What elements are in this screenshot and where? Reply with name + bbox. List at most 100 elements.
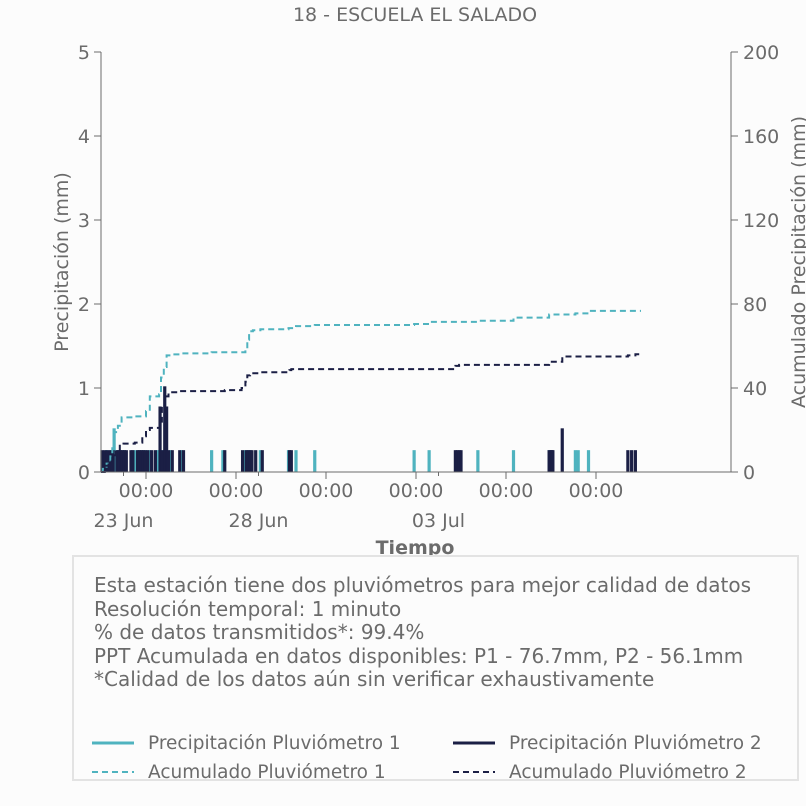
legend-label: Precipitación Pluviómetro 1 bbox=[148, 732, 401, 754]
precip-bar bbox=[287, 450, 292, 472]
legend-dashed-line-icon bbox=[453, 771, 495, 773]
precip-bar bbox=[455, 450, 459, 472]
precip-bar bbox=[139, 450, 143, 472]
x-tick-label: 00:00 bbox=[389, 480, 444, 502]
legend-label: Acumulado Pluviómetro 1 bbox=[148, 761, 386, 783]
precip-bar bbox=[246, 450, 250, 472]
y2-tick-label: 0 bbox=[743, 462, 755, 484]
y2-tick-label: 200 bbox=[743, 42, 779, 64]
x-minor-tick-label: 03 Jul bbox=[412, 510, 465, 532]
precip-bar bbox=[240, 450, 245, 472]
precip-bar bbox=[586, 450, 591, 472]
precip-bar bbox=[459, 450, 463, 472]
info-line: Resolución temporal: 1 minuto bbox=[94, 596, 402, 621]
precip-bar bbox=[100, 450, 104, 472]
legend-item: Precipitación Pluviómetro 2 bbox=[453, 732, 762, 754]
precip-bar bbox=[165, 406, 169, 472]
precip-bar bbox=[457, 450, 461, 472]
precip-bar bbox=[511, 450, 516, 472]
precip-bar bbox=[120, 450, 125, 472]
x-tick-label: 00:00 bbox=[119, 480, 174, 502]
y-tick-label: 1 bbox=[78, 378, 90, 400]
precip-bar bbox=[248, 450, 252, 472]
precip-bar bbox=[313, 450, 317, 472]
precip-bar bbox=[181, 450, 186, 472]
x-minor-tick-label: 23 Jun bbox=[94, 510, 154, 532]
precip-bar bbox=[289, 450, 293, 472]
precip-bar bbox=[166, 450, 171, 472]
precip-bar bbox=[146, 450, 150, 472]
y2-axis-label: Acumulado Precipitación (mm) bbox=[788, 116, 806, 408]
x-tick-label: 00:00 bbox=[209, 480, 264, 502]
precip-bar bbox=[153, 450, 157, 472]
precip-bar bbox=[412, 450, 416, 472]
y-tick-label: 4 bbox=[78, 126, 90, 148]
precip-bar bbox=[576, 450, 580, 472]
precip-bar bbox=[178, 450, 182, 472]
precip-bar bbox=[143, 450, 147, 472]
precip-bar bbox=[115, 450, 119, 472]
bars-group bbox=[100, 386, 637, 472]
legend: Precipitación Pluviómetro 1 Precipitació… bbox=[92, 729, 792, 789]
precip-bar bbox=[163, 386, 167, 472]
legend-item: Acumulado Pluviómetro 2 bbox=[453, 761, 747, 783]
y2-tick-label: 80 bbox=[743, 294, 767, 316]
precip-bar bbox=[150, 450, 154, 472]
precip-bar bbox=[254, 450, 258, 472]
info-line: PPT Acumulada en datos disponibles: P1 -… bbox=[94, 643, 744, 668]
precip-bar bbox=[223, 450, 227, 472]
precip-bar bbox=[427, 450, 431, 472]
y-axis-label: Precipitación (mm) bbox=[51, 172, 73, 352]
precip-bar bbox=[131, 450, 135, 472]
precip-bar bbox=[244, 450, 248, 472]
precip-bar bbox=[221, 450, 225, 472]
precip-bar bbox=[122, 450, 127, 472]
precip-bar bbox=[141, 450, 145, 472]
precip-bar bbox=[453, 450, 457, 472]
precip-bar bbox=[124, 450, 128, 472]
precip-bar bbox=[117, 450, 121, 472]
axes-group: 0 1 2 3 4 5 0 40 80 120 160 200 00:00 00:00 00:00 00:00… bbox=[78, 42, 779, 532]
precip-bar bbox=[129, 450, 133, 472]
precip-bar bbox=[573, 450, 577, 472]
x-tick-label: 00:00 bbox=[569, 480, 624, 502]
info-line: % de datos transmitidos*: 99.4% bbox=[94, 620, 425, 644]
precip-bar bbox=[148, 450, 152, 472]
precip-bar bbox=[258, 450, 262, 472]
legend-solid-line-icon bbox=[453, 741, 495, 745]
precip-bar bbox=[633, 450, 637, 472]
precip-bar bbox=[250, 450, 254, 472]
cumulative-line bbox=[101, 353, 641, 473]
chart-title: 18 - ESCUELA EL SALADO bbox=[293, 4, 537, 26]
cumulative-lines-group bbox=[101, 309, 641, 473]
legend-dashed-line-icon bbox=[92, 771, 134, 773]
precip-bar bbox=[180, 450, 184, 472]
precip-bar bbox=[105, 450, 110, 472]
legend-item: Precipitación Pluviómetro 1 bbox=[92, 732, 401, 754]
info-box: Esta estación tiene dos pluviómetros par… bbox=[72, 555, 799, 783]
precip-bar bbox=[294, 450, 298, 472]
y-tick-label: 0 bbox=[78, 462, 90, 484]
x-tick-label: 00:00 bbox=[479, 480, 534, 502]
precip-bar bbox=[210, 450, 214, 472]
info-text: Esta estación tiene dos pluviómetros par… bbox=[94, 573, 751, 692]
precip-bar bbox=[626, 450, 630, 472]
y-tick-label: 3 bbox=[78, 210, 90, 232]
info-line: *Calidad de los datos aún sin verificar … bbox=[94, 667, 655, 691]
legend-solid-line-icon bbox=[92, 741, 134, 745]
precip-bar bbox=[560, 428, 564, 472]
precip-bar bbox=[135, 450, 140, 472]
precip-bar bbox=[170, 450, 174, 472]
precip-bar bbox=[137, 450, 142, 472]
y2-tick-label: 160 bbox=[743, 126, 779, 148]
legend-label: Precipitación Pluviómetro 2 bbox=[509, 732, 762, 754]
precip-bar bbox=[476, 450, 480, 472]
x-axis-label: Tiempo bbox=[376, 537, 455, 559]
precip-bar bbox=[630, 450, 634, 472]
y-tick-label: 2 bbox=[78, 294, 90, 316]
precip-bar bbox=[551, 450, 555, 472]
precip-bar bbox=[260, 450, 264, 472]
x-minor-tick-label: 28 Jun bbox=[229, 510, 289, 532]
x-tick-label: 00:00 bbox=[299, 480, 354, 502]
precip-bar bbox=[155, 450, 159, 472]
